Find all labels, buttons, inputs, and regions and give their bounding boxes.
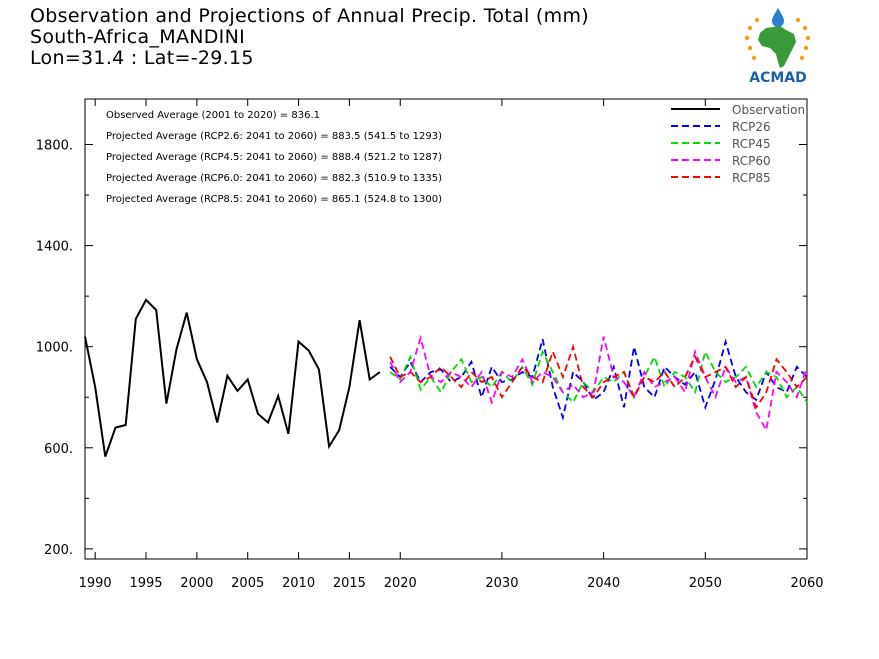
x-tick-label-2005: 2005 bbox=[231, 576, 264, 591]
logo-rays bbox=[744, 17, 811, 61]
series-observation bbox=[84, 298, 381, 457]
x-tick-label-2015: 2015 bbox=[333, 576, 366, 591]
y-tick-label-600: 600. bbox=[44, 442, 73, 457]
stat-annotation-5: Projected Average (RCP8.5: 2041 to 2060)… bbox=[106, 194, 442, 205]
x-tick-label-1990: 1990 bbox=[79, 576, 112, 591]
y-axis: 200. 600. 1000. 1400. 1800. bbox=[36, 138, 807, 558]
y-tick-label-200: 200. bbox=[44, 543, 73, 558]
logo-text: ACMAD bbox=[749, 70, 807, 86]
acmad-logo: ACMAD bbox=[744, 8, 811, 86]
y-tick-label-1400: 1400. bbox=[36, 240, 73, 255]
x-tick-label-2040: 2040 bbox=[587, 576, 620, 591]
annotation-layer: Observed Average (2001 to 2020) = 836.1 P… bbox=[106, 110, 442, 205]
x-tick-label-2000: 2000 bbox=[180, 576, 213, 591]
legend-label-rcp85: RCP85 bbox=[732, 171, 771, 185]
stat-annotation-2: Projected Average (RCP2.6: 2041 to 2060)… bbox=[106, 131, 442, 142]
legend: Observation RCP26 RCP45 RCP60 RCP85 bbox=[671, 103, 805, 185]
title-block: Observation and Projections of Annual Pr… bbox=[30, 6, 589, 69]
x-tick-label-1995: 1995 bbox=[129, 576, 162, 591]
coords-label: Lon=31.4 : Lat=-29.15 bbox=[30, 47, 254, 69]
legend-label-rcp26: RCP26 bbox=[732, 120, 771, 134]
stat-annotation-1: Observed Average (2001 to 2020) = 836.1 bbox=[106, 110, 320, 121]
stat-annotation-3: Projected Average (RCP4.5: 2041 to 2060)… bbox=[106, 152, 442, 163]
africa-map-icon bbox=[758, 26, 796, 68]
legend-label-observation: Observation bbox=[732, 103, 805, 117]
location-label: South-Africa_MANDINI bbox=[30, 26, 245, 48]
series-rcp60 bbox=[389, 334, 808, 433]
chart-title: Observation and Projections of Annual Pr… bbox=[30, 5, 589, 27]
x-tick-label-2010: 2010 bbox=[282, 576, 315, 591]
series-rcp26 bbox=[389, 338, 808, 421]
stat-annotation-4: Projected Average (RCP6.0: 2041 to 2060)… bbox=[106, 173, 442, 184]
x-tick-label-2020: 2020 bbox=[384, 576, 417, 591]
y-tick-label-1000: 1000. bbox=[36, 341, 73, 356]
x-tick-label-2050: 2050 bbox=[689, 576, 722, 591]
y-tick-label-1800: 1800. bbox=[36, 138, 73, 153]
x-tick-label-2060: 2060 bbox=[790, 576, 823, 591]
series-layer bbox=[84, 298, 808, 457]
x-tick-label-2030: 2030 bbox=[485, 576, 518, 591]
plot-frame bbox=[84, 98, 808, 560]
legend-label-rcp45: RCP45 bbox=[732, 137, 771, 151]
x-axis: 1990 1995 2000 2005 2010 2015 2020 2030 2040 2050… bbox=[79, 99, 824, 591]
series-rcp85 bbox=[389, 343, 808, 410]
water-drop-icon bbox=[772, 8, 784, 27]
series-rcp45 bbox=[389, 349, 808, 404]
legend-label-rcp60: RCP60 bbox=[732, 154, 771, 168]
